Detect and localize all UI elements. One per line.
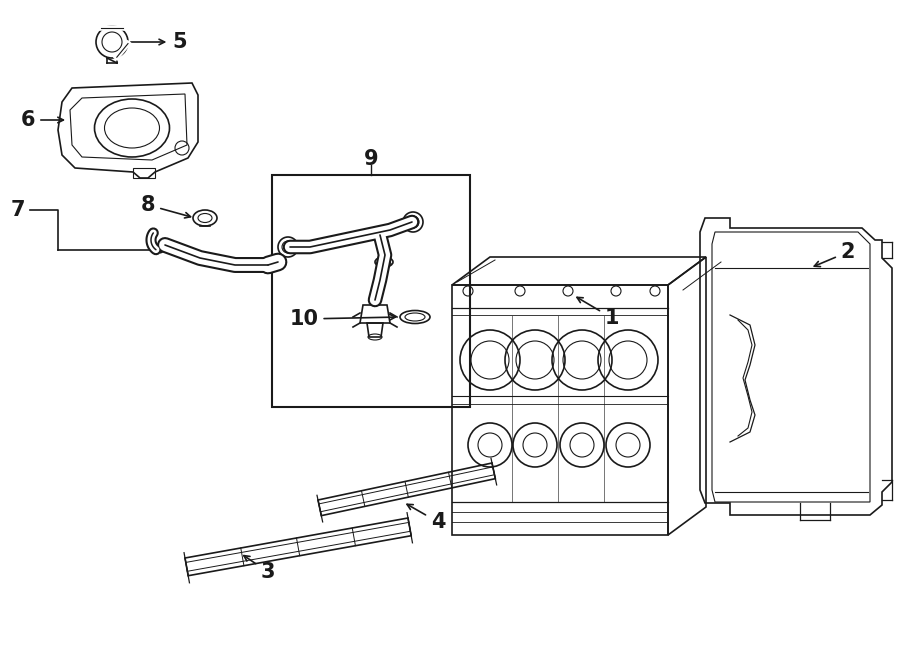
Text: 4: 4 [407, 504, 446, 532]
Text: 6: 6 [21, 110, 63, 130]
Text: 9: 9 [364, 149, 378, 169]
Text: 2: 2 [814, 242, 855, 267]
Bar [272, 175, 470, 407]
Text: 8: 8 [140, 195, 191, 218]
Text: 5: 5 [130, 32, 186, 52]
Text: 1: 1 [577, 297, 619, 328]
Text: 3: 3 [244, 555, 275, 582]
Text: 7: 7 [11, 200, 25, 220]
Text: 10: 10 [290, 309, 395, 329]
